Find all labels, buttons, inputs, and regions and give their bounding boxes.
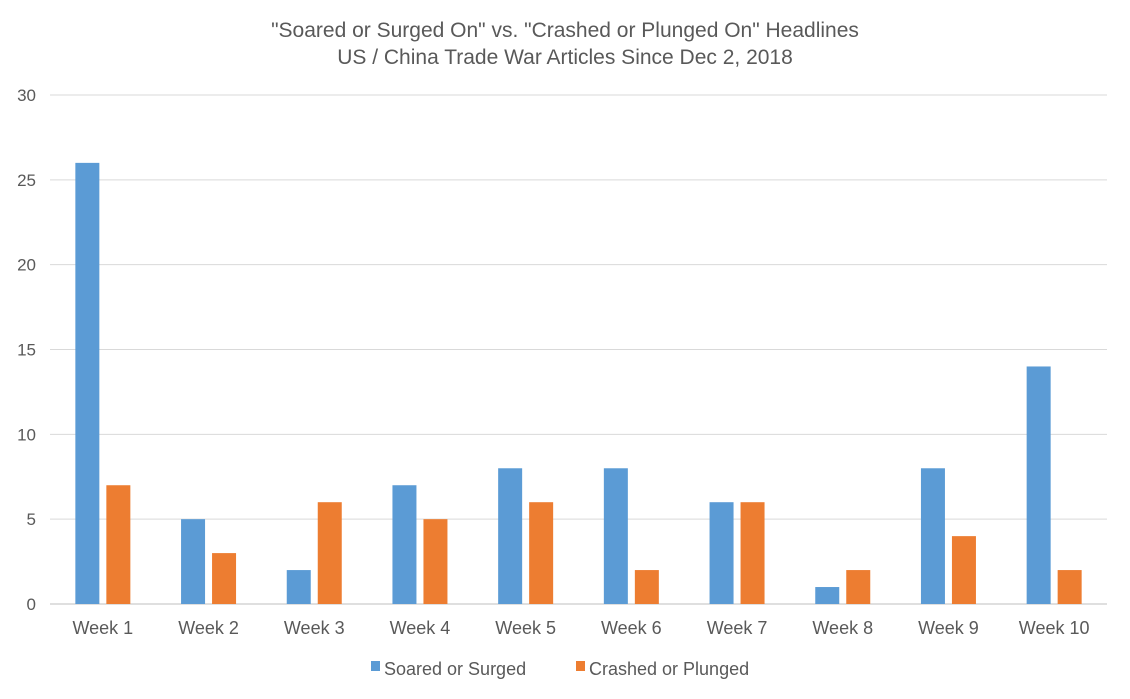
x-axis-categories: Week 1 Week 2 Week 3 Week 4 Week 5 Week 6 Week… (72, 618, 1089, 638)
y-axis-ticks: 0 5 10 15 20 25 30 (17, 86, 36, 614)
legend-swatch (576, 661, 585, 671)
legend-swatch (371, 661, 380, 671)
chart-subtitle: US / China Trade War Articles Since Dec … (337, 46, 793, 69)
bar-crashed (1057, 570, 1082, 604)
bar-soared (920, 468, 945, 604)
legend: Soared or Surged Crashed or Plunged (371, 659, 749, 679)
bar-soared (603, 468, 628, 604)
y-tick-label: 25 (17, 171, 36, 190)
bar-soared (286, 570, 311, 604)
bar-soared (392, 485, 417, 604)
x-category-label: Week 7 (707, 618, 768, 638)
bars (75, 162, 1082, 604)
bar-crashed (106, 485, 131, 604)
y-tick-label: 30 (17, 86, 36, 105)
bar-soared (709, 502, 734, 604)
y-tick-label: 15 (17, 341, 36, 360)
x-category-label: Week 1 (72, 618, 133, 638)
bar-crashed (529, 502, 554, 604)
x-category-label: Week 5 (495, 618, 556, 638)
y-tick-label: 10 (17, 425, 36, 444)
bar-crashed (951, 536, 976, 604)
x-category-label: Week 2 (178, 618, 239, 638)
x-category-label: Week 4 (390, 618, 451, 638)
bar-crashed (846, 570, 871, 604)
y-tick-label: 5 (27, 510, 36, 529)
x-category-label: Week 10 (1019, 618, 1090, 638)
bar-soared (75, 162, 100, 604)
bar-crashed (317, 502, 342, 604)
bar-soared (181, 519, 206, 604)
bar-soared (815, 587, 840, 604)
y-tick-label: 0 (27, 595, 36, 614)
bar-soared (1026, 366, 1051, 604)
bar-crashed (740, 502, 765, 604)
x-category-label: Week 8 (812, 618, 873, 638)
y-tick-label: 20 (17, 256, 36, 275)
bar-crashed (634, 570, 659, 604)
bar-soared (498, 468, 523, 604)
chart-title: "Soared or Surged On" vs. "Crashed or Pl… (271, 19, 859, 42)
x-category-label: Week 6 (601, 618, 662, 638)
legend-label: Soared or Surged (384, 659, 526, 679)
x-category-label: Week 9 (918, 618, 979, 638)
x-category-label: Week 3 (284, 618, 345, 638)
legend-label: Crashed or Plunged (589, 659, 749, 679)
gridlines (50, 94, 1107, 605)
bar-crashed (423, 519, 448, 604)
bar-crashed (212, 553, 237, 604)
